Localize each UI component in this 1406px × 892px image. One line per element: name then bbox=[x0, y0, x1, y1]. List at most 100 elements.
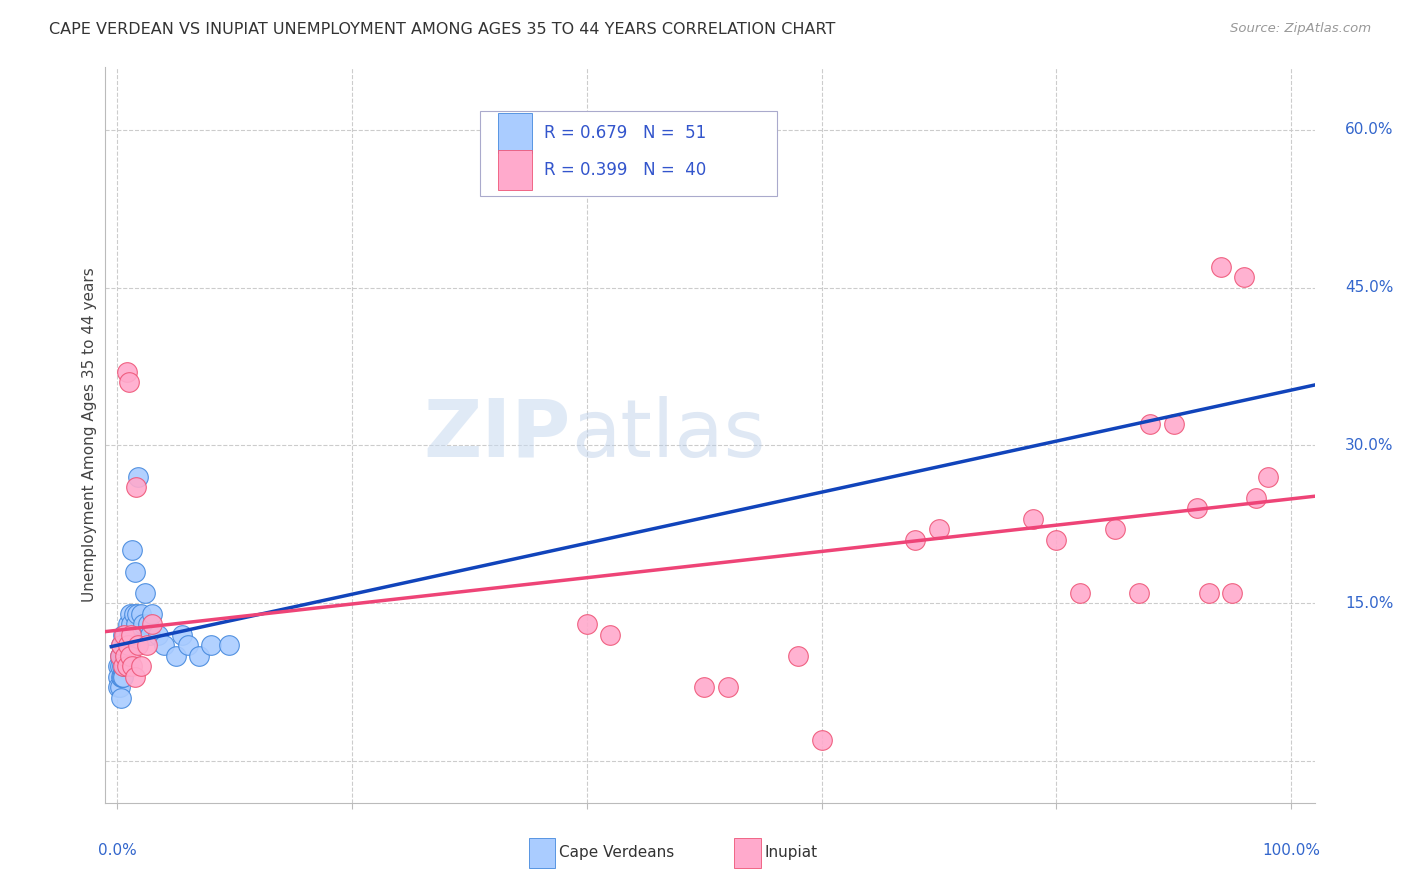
Point bbox=[127, 607, 149, 621]
Point bbox=[117, 659, 139, 673]
Point bbox=[1139, 417, 1161, 432]
Point bbox=[1209, 260, 1232, 274]
Point bbox=[112, 627, 135, 641]
Point bbox=[117, 638, 139, 652]
Point bbox=[112, 638, 135, 652]
Point bbox=[107, 680, 129, 694]
Point bbox=[121, 543, 143, 558]
Bar bbox=[734, 838, 761, 868]
Point bbox=[112, 670, 135, 684]
Point bbox=[135, 638, 157, 652]
Point bbox=[110, 638, 132, 652]
Bar bbox=[499, 150, 533, 190]
Point bbox=[170, 627, 193, 641]
Point bbox=[122, 607, 145, 621]
Point bbox=[127, 470, 149, 484]
Point bbox=[188, 648, 211, 663]
Point bbox=[141, 607, 163, 621]
Point bbox=[200, 638, 222, 652]
Point bbox=[111, 670, 134, 684]
Point bbox=[108, 659, 131, 673]
Text: R = 0.399   N =  40: R = 0.399 N = 40 bbox=[544, 161, 707, 179]
Point bbox=[120, 638, 142, 652]
Point bbox=[127, 638, 149, 652]
Point bbox=[108, 680, 131, 694]
Point bbox=[115, 365, 138, 379]
Bar bbox=[529, 838, 555, 868]
Point bbox=[110, 670, 132, 684]
Text: Cape Verdeans: Cape Verdeans bbox=[560, 846, 673, 861]
Point bbox=[1187, 501, 1209, 516]
Point bbox=[124, 565, 146, 579]
Point bbox=[218, 638, 240, 652]
Point bbox=[120, 648, 142, 663]
Text: Source: ZipAtlas.com: Source: ZipAtlas.com bbox=[1230, 22, 1371, 36]
Point bbox=[118, 648, 141, 663]
Point bbox=[112, 659, 135, 673]
Y-axis label: Unemployment Among Ages 35 to 44 years: Unemployment Among Ages 35 to 44 years bbox=[82, 268, 97, 602]
Point bbox=[118, 627, 141, 641]
Point bbox=[125, 480, 148, 494]
Point bbox=[110, 690, 132, 705]
Point bbox=[121, 659, 143, 673]
Point bbox=[115, 659, 138, 673]
Point bbox=[117, 617, 139, 632]
Point bbox=[115, 648, 138, 663]
Text: 60.0%: 60.0% bbox=[1344, 122, 1393, 137]
Text: 30.0%: 30.0% bbox=[1344, 438, 1393, 453]
Point bbox=[165, 648, 187, 663]
Text: 45.0%: 45.0% bbox=[1344, 280, 1393, 295]
Point bbox=[148, 627, 170, 641]
Text: CAPE VERDEAN VS INUPIAT UNEMPLOYMENT AMONG AGES 35 TO 44 YEARS CORRELATION CHART: CAPE VERDEAN VS INUPIAT UNEMPLOYMENT AMO… bbox=[49, 22, 835, 37]
Point bbox=[120, 627, 142, 641]
Point bbox=[928, 523, 950, 537]
Point bbox=[112, 648, 135, 663]
Point bbox=[904, 533, 927, 547]
Point bbox=[129, 659, 152, 673]
Point bbox=[575, 617, 598, 632]
Point bbox=[1128, 585, 1150, 599]
Point bbox=[107, 659, 129, 673]
Point bbox=[111, 659, 134, 673]
Point bbox=[717, 680, 740, 694]
Point bbox=[110, 638, 132, 652]
Bar bbox=[499, 113, 533, 153]
Point bbox=[176, 638, 198, 652]
Point bbox=[110, 648, 132, 663]
Point bbox=[1198, 585, 1220, 599]
Point bbox=[112, 648, 135, 663]
Point bbox=[124, 670, 146, 684]
Point bbox=[114, 648, 136, 663]
Point bbox=[118, 376, 141, 390]
Text: R = 0.679   N =  51: R = 0.679 N = 51 bbox=[544, 124, 707, 142]
FancyBboxPatch shape bbox=[481, 111, 776, 195]
Point bbox=[810, 732, 832, 747]
Point bbox=[1022, 512, 1045, 526]
Point bbox=[108, 648, 131, 663]
Point bbox=[787, 648, 810, 663]
Point bbox=[1163, 417, 1185, 432]
Point bbox=[132, 617, 155, 632]
Point bbox=[125, 617, 148, 632]
Point bbox=[139, 627, 162, 641]
Point bbox=[136, 617, 159, 632]
Point bbox=[111, 648, 134, 663]
Point bbox=[115, 638, 138, 652]
Point bbox=[114, 648, 136, 663]
Point bbox=[1104, 523, 1126, 537]
Point bbox=[107, 670, 129, 684]
Point bbox=[120, 617, 142, 632]
Point bbox=[141, 617, 163, 632]
Point bbox=[1257, 470, 1279, 484]
Point bbox=[114, 627, 136, 641]
Point bbox=[120, 607, 142, 621]
Text: ZIP: ZIP bbox=[423, 396, 571, 474]
Point bbox=[1222, 585, 1244, 599]
Point bbox=[1045, 533, 1067, 547]
Point bbox=[112, 659, 135, 673]
Point bbox=[129, 607, 152, 621]
Text: atlas: atlas bbox=[571, 396, 765, 474]
Text: 100.0%: 100.0% bbox=[1263, 843, 1320, 858]
Text: 0.0%: 0.0% bbox=[98, 843, 136, 858]
Point bbox=[1233, 270, 1256, 285]
